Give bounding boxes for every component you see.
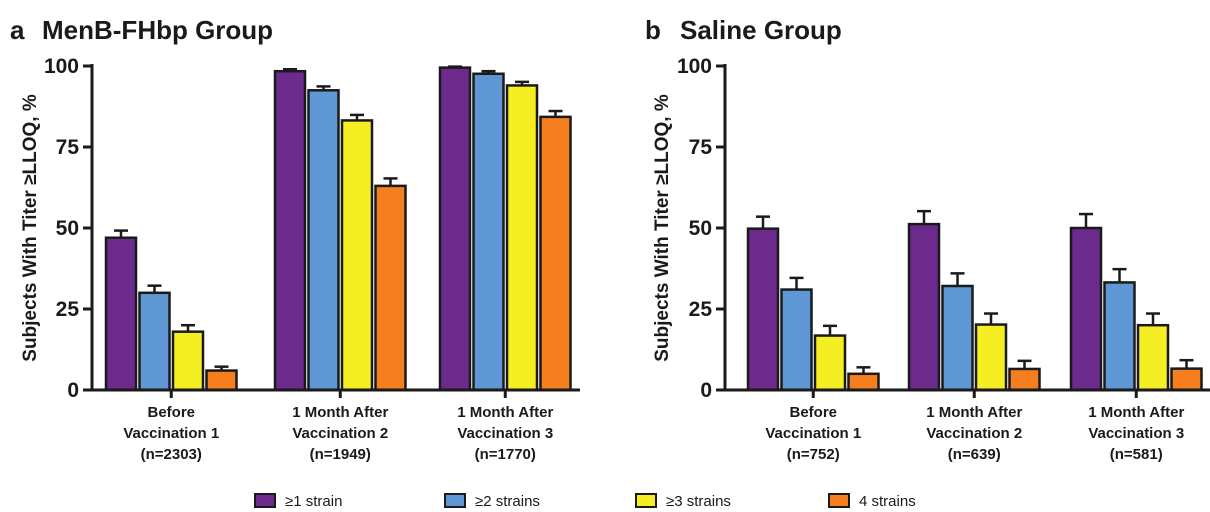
- bar: [974, 323, 1008, 392]
- panel-b: b Saline Group Subjects With Titer ≥LLOQ, …: [645, 15, 1210, 463]
- x-tick-label: Vaccination 3: [1088, 425, 1184, 442]
- panel-letter: a: [10, 15, 25, 45]
- y-tick-label: 100: [677, 55, 712, 78]
- x-tick-label: Vaccination 2: [926, 425, 1022, 442]
- bar: [746, 227, 780, 392]
- y-tick-label: 25: [56, 298, 80, 321]
- bar: [472, 72, 505, 392]
- x-tick-label: Before: [147, 404, 195, 421]
- legend-swatch: [635, 493, 657, 508]
- y-axis-label: Subjects With Titer ≥LLOQ, %: [20, 94, 41, 362]
- x-tick-label: (n=581): [1110, 446, 1163, 463]
- legend-label: ≥2 strains: [475, 493, 540, 510]
- bar: [780, 288, 813, 392]
- bar: [813, 334, 847, 392]
- panel-title: MenB-FHbp Group: [42, 15, 273, 45]
- x-tick-label: 1 Month After: [457, 404, 553, 421]
- bar: [340, 119, 374, 392]
- y-tick-label: 0: [67, 379, 79, 402]
- x-tick-label: (n=639): [948, 446, 1001, 463]
- y-axis-label: Subjects With Titer ≥LLOQ, %: [652, 94, 673, 362]
- panel-title: Saline Group: [680, 15, 842, 45]
- bar: [138, 291, 171, 392]
- x-tick-label: 1 Month After: [292, 404, 388, 421]
- legend-swatch: [828, 493, 850, 508]
- bar: [505, 84, 539, 392]
- x-tick-label: Vaccination 1: [123, 425, 219, 442]
- legend-swatch: [254, 493, 276, 508]
- bar: [1170, 367, 1203, 392]
- panel-letter: b: [645, 15, 661, 45]
- y-tick-label: 75: [56, 136, 80, 159]
- bar: [438, 66, 472, 392]
- legend-label: 4 strains: [859, 493, 916, 510]
- y-tick-label: 100: [44, 55, 79, 78]
- bar: [941, 284, 974, 392]
- x-tick-label: 1 Month After: [1088, 404, 1184, 421]
- legend: ≥1 strain ≥2 strains ≥3 strains 4 strains: [254, 493, 916, 510]
- panel-a: a MenB-FHbp Group Subjects With Titer ≥LLO…: [10, 15, 580, 463]
- x-tick-label: Vaccination 2: [292, 425, 388, 442]
- x-tick-label: (n=752): [787, 446, 840, 463]
- bar: [171, 330, 205, 392]
- y-tick-label: 0: [700, 379, 712, 402]
- bar: [539, 115, 572, 392]
- x-tick-label: (n=2303): [141, 446, 202, 463]
- y-tick-label: 25: [689, 298, 713, 321]
- bar: [273, 69, 307, 392]
- legend-label: ≥3 strains: [666, 493, 731, 510]
- bar: [374, 184, 407, 392]
- y-tick-label: 75: [689, 136, 713, 159]
- y-tick-label: 50: [689, 217, 712, 240]
- x-tick-label: Vaccination 3: [457, 425, 553, 442]
- legend-label: ≥1 strain: [285, 493, 342, 510]
- bar: [1008, 367, 1041, 392]
- legend-swatch: [444, 493, 466, 508]
- bar: [104, 236, 138, 392]
- bar: [205, 369, 238, 392]
- x-tick-label: Before: [789, 404, 837, 421]
- bar: [1103, 281, 1136, 392]
- bar: [907, 222, 941, 392]
- bar: [1069, 226, 1103, 392]
- bar: [1136, 323, 1170, 392]
- x-tick-label: (n=1949): [310, 446, 371, 463]
- bar: [847, 372, 880, 392]
- x-tick-label: (n=1770): [475, 446, 536, 463]
- y-tick-label: 50: [56, 217, 79, 240]
- x-tick-label: 1 Month After: [926, 404, 1022, 421]
- x-tick-label: Vaccination 1: [765, 425, 861, 442]
- bar: [307, 89, 340, 392]
